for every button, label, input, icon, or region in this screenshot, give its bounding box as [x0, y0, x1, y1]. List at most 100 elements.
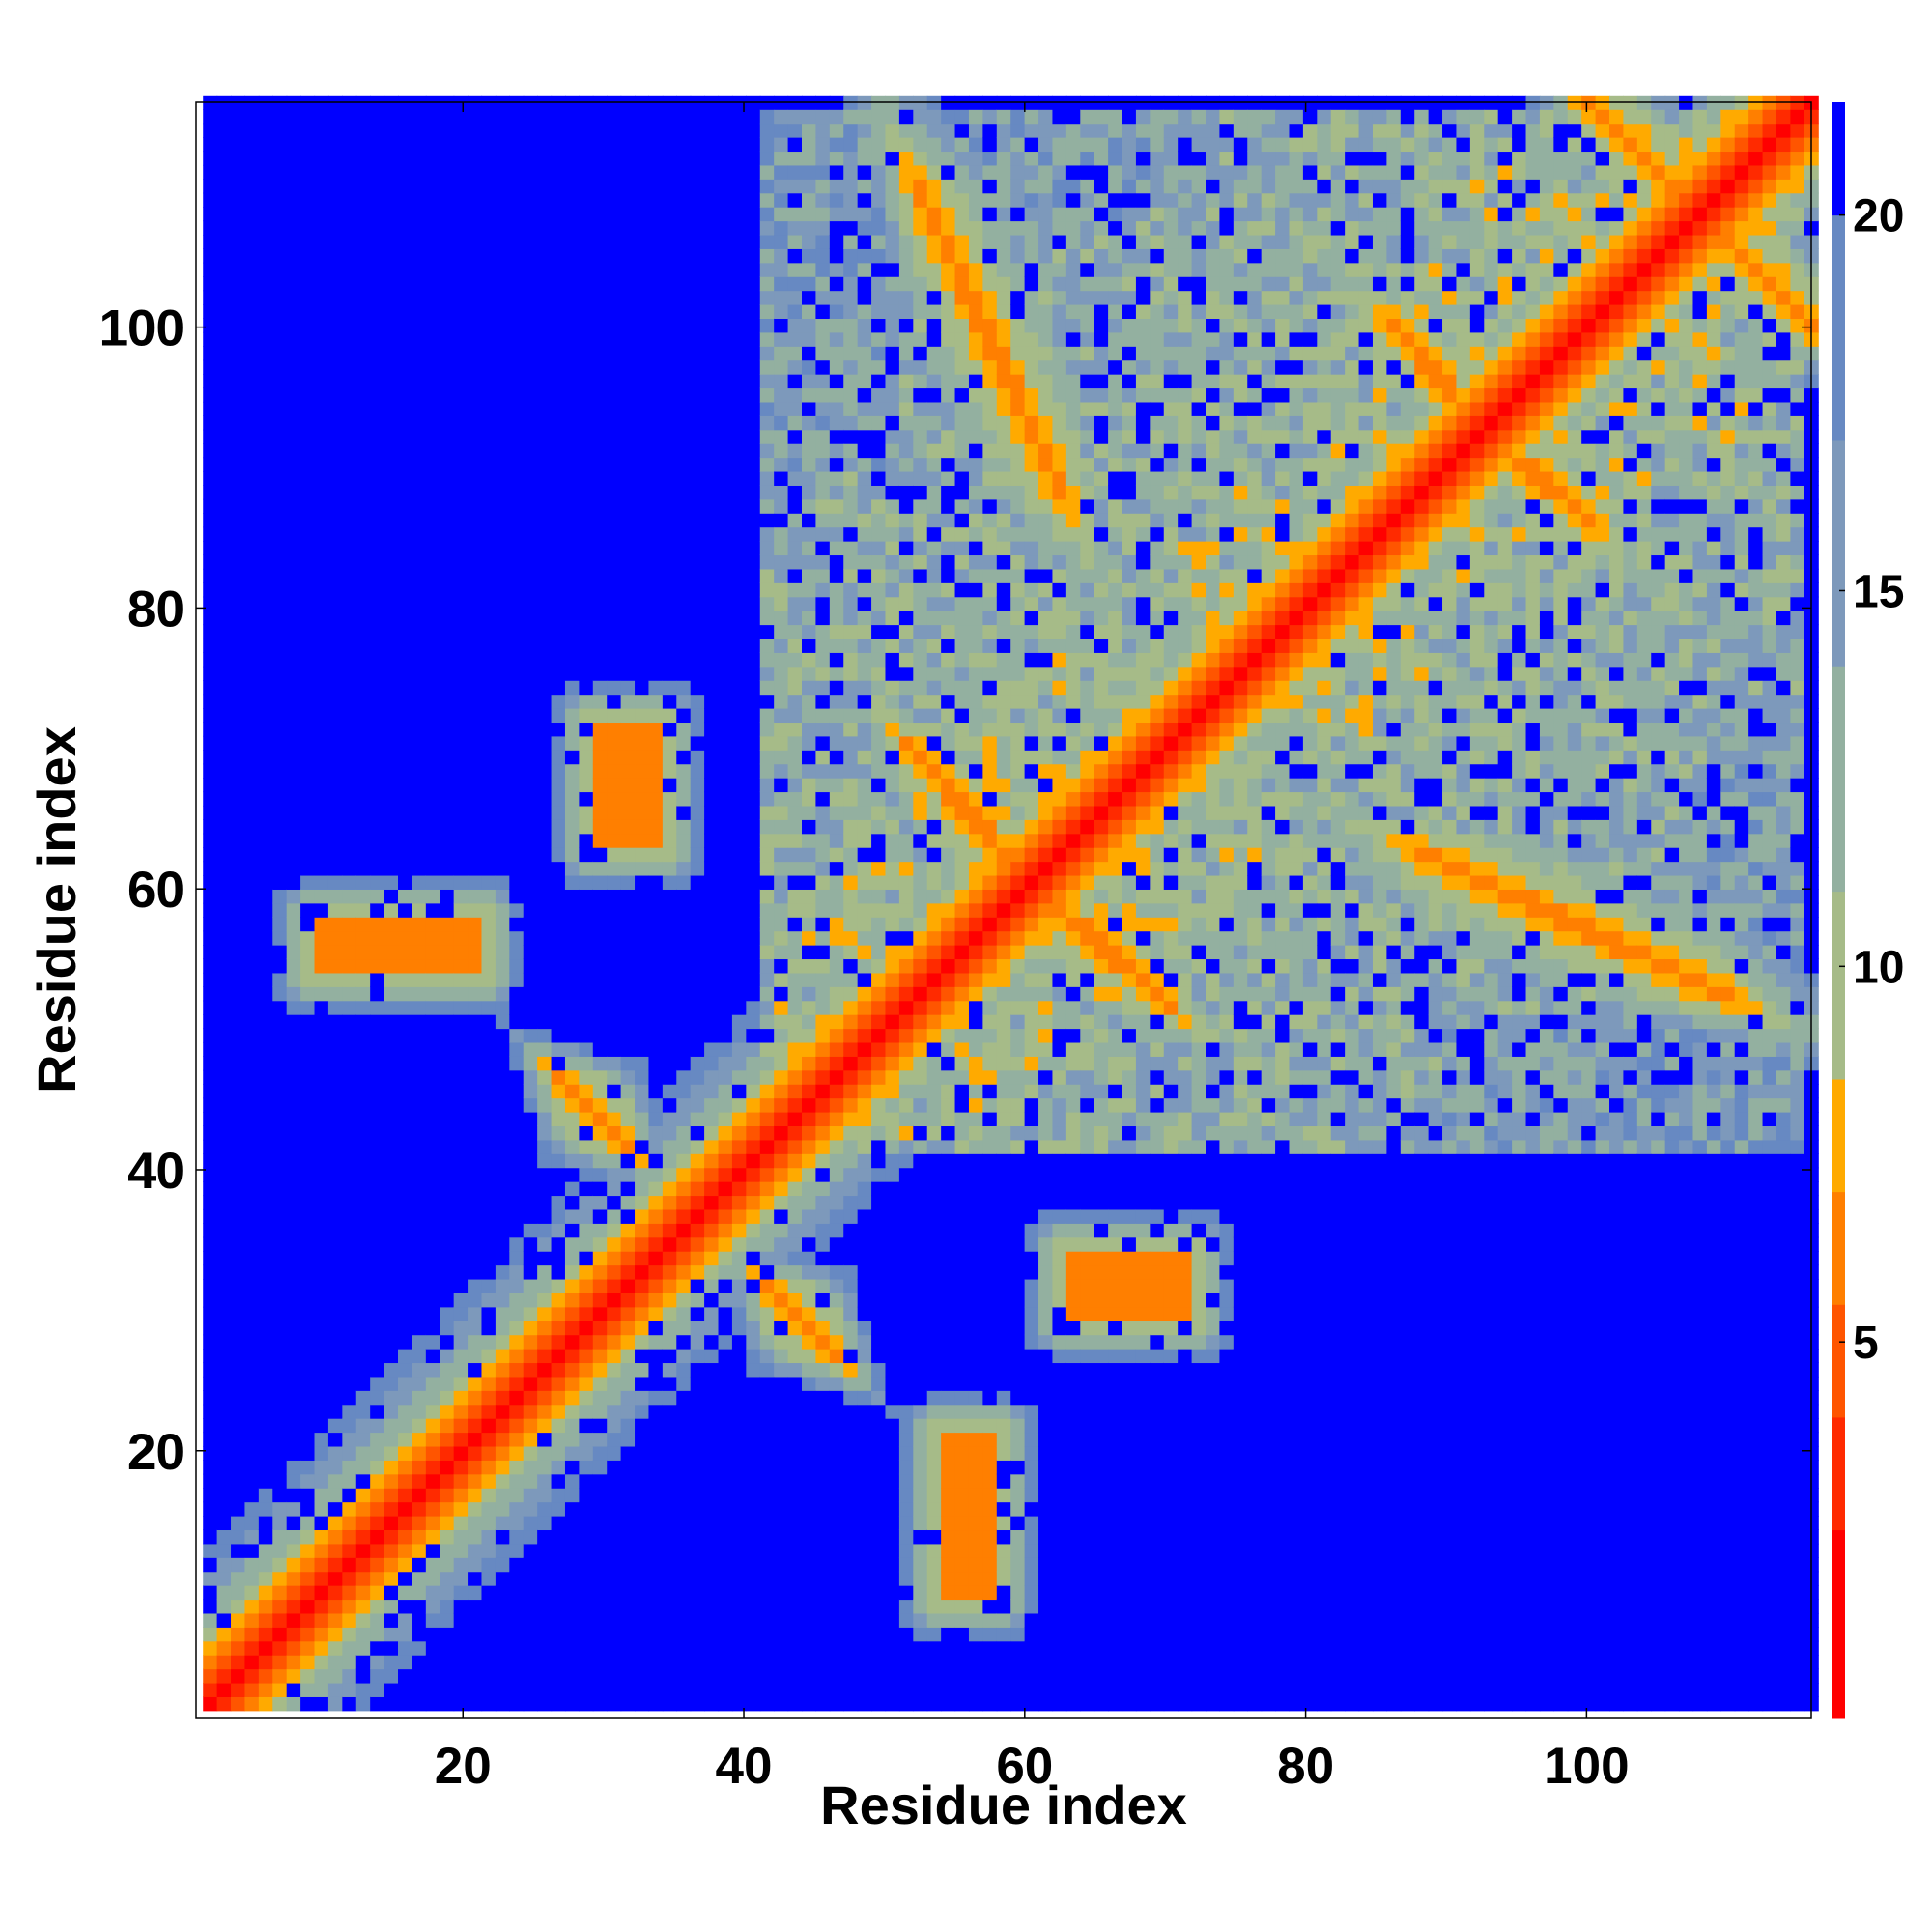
heatmap-cell [690, 889, 705, 904]
heatmap-cell [384, 123, 399, 138]
heatmap-cell [731, 930, 747, 946]
heatmap-cell [592, 1640, 608, 1656]
heatmap-cell [258, 1445, 273, 1461]
heatmap-cell [244, 1112, 260, 1127]
heatmap-cell [481, 1069, 497, 1085]
heatmap-cell [286, 304, 301, 320]
heatmap-cell [327, 1321, 343, 1336]
heatmap-cell [620, 611, 636, 626]
heatmap-cell [579, 192, 594, 208]
heatmap-cell [468, 1627, 483, 1642]
heatmap-cell [802, 1640, 817, 1656]
heatmap-cell [648, 1516, 664, 1531]
heatmap-cell [384, 1571, 399, 1586]
heatmap-cell [718, 374, 733, 389]
heatmap-cell [412, 1028, 427, 1043]
heatmap-cell [690, 666, 705, 681]
heatmap-cell [635, 262, 650, 277]
heatmap-cell [370, 722, 385, 737]
heatmap-cell [300, 164, 316, 180]
heatmap-cell [718, 1264, 733, 1280]
heatmap-cell [300, 248, 316, 264]
heatmap-cell [355, 735, 371, 751]
heatmap-cell [648, 1390, 664, 1406]
heatmap-cell [676, 708, 692, 724]
heatmap-cell [523, 429, 538, 444]
heatmap-cell [537, 1153, 553, 1169]
heatmap-cell [370, 1460, 385, 1475]
heatmap-cell [272, 374, 288, 389]
heatmap-cell [203, 652, 218, 668]
heatmap-cell [258, 1056, 273, 1071]
heatmap-cell [607, 554, 622, 570]
heatmap-cell [676, 526, 692, 542]
heatmap-cell [258, 582, 273, 598]
heatmap-cell [398, 1056, 413, 1071]
heatmap-cell [787, 290, 803, 305]
heatmap-cell [690, 1376, 705, 1391]
heatmap-cell [355, 513, 371, 528]
heatmap-cell [412, 1014, 427, 1030]
heatmap-cell [453, 972, 469, 987]
heatmap-cell [607, 498, 622, 514]
heatmap-cell [370, 917, 385, 932]
heatmap-cell [495, 778, 510, 793]
heatmap-cell [327, 526, 343, 542]
heatmap-cell [342, 457, 357, 472]
heatmap-cell [327, 958, 343, 974]
heatmap-cell [690, 526, 705, 542]
heatmap-cell [509, 1571, 525, 1586]
heatmap-cell [244, 457, 260, 472]
heatmap-cell [620, 1585, 636, 1601]
heatmap-cell [384, 958, 399, 974]
heatmap-cell [244, 1655, 260, 1670]
heatmap-cell [342, 1404, 357, 1419]
heatmap-cell [759, 889, 775, 904]
heatmap-cell [355, 387, 371, 403]
heatmap-cell [564, 666, 580, 681]
heatmap-cell [774, 1278, 789, 1293]
heatmap-cell [509, 331, 525, 347]
heatmap-cell [468, 1460, 483, 1475]
heatmap-cell [620, 304, 636, 320]
heatmap-cell [564, 596, 580, 611]
heatmap-cell [231, 1445, 246, 1461]
heatmap-cell [648, 889, 664, 904]
heatmap-cell [564, 708, 580, 724]
heatmap-cell [286, 1125, 301, 1141]
heatmap-cell [355, 972, 371, 987]
heatmap-cell [731, 778, 747, 793]
heatmap-cell [648, 930, 664, 946]
heatmap-cell [509, 1097, 525, 1113]
heatmap-cell [718, 151, 733, 166]
heatmap-cell [453, 902, 469, 918]
heatmap-cell [774, 429, 789, 444]
heatmap-cell [551, 359, 566, 375]
heatmap-cell [370, 568, 385, 583]
heatmap-cell [620, 1056, 636, 1071]
heatmap-cell [300, 611, 316, 626]
heatmap-cell [551, 429, 566, 444]
heatmap-cell [635, 513, 650, 528]
heatmap-cell [300, 1655, 316, 1670]
heatmap-cell [607, 1599, 622, 1614]
heatmap-cell [648, 1640, 664, 1656]
heatmap-cell [468, 541, 483, 556]
heatmap-cell [412, 359, 427, 375]
heatmap-cell [216, 304, 232, 320]
heatmap-cell [481, 847, 497, 863]
heatmap-cell [327, 1223, 343, 1238]
heatmap-cell [564, 847, 580, 863]
heatmap-cell [468, 1208, 483, 1224]
heatmap-cell [690, 1349, 705, 1364]
heatmap-cell [774, 889, 789, 904]
heatmap-cell [662, 763, 677, 779]
heatmap-cell [620, 179, 636, 194]
heatmap-cell [244, 958, 260, 974]
heatmap-cell [592, 778, 608, 793]
heatmap-cell [718, 874, 733, 890]
heatmap-cell [453, 1599, 469, 1614]
heatmap-cell [370, 1041, 385, 1057]
heatmap-cell [592, 917, 608, 932]
heatmap-cell [342, 791, 357, 807]
